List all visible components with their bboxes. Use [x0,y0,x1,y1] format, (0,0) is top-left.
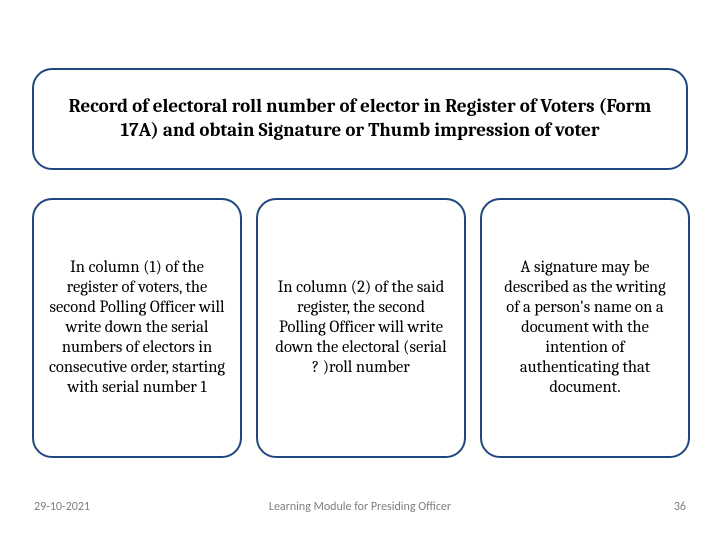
footer-center-text: Learning Module for Presiding Officer [0,500,720,514]
column-1-text: In column (1) of the register of voters,… [48,258,226,399]
header-box: Record of electoral roll number of elect… [32,68,688,170]
column-3-text: A signature may be described as the writ… [496,258,674,399]
column-2-text: In column (2) of the said register, the … [272,278,450,379]
header-text: Record of electoral roll number of elect… [62,95,658,143]
footer: 29-10-2021 Learning Module for Presiding… [0,500,720,518]
column-box-2: In column (2) of the said register, the … [256,198,466,458]
column-box-1: In column (1) of the register of voters,… [32,198,242,458]
column-box-3: A signature may be described as the writ… [480,198,690,458]
footer-page-number: 36 [674,500,686,514]
